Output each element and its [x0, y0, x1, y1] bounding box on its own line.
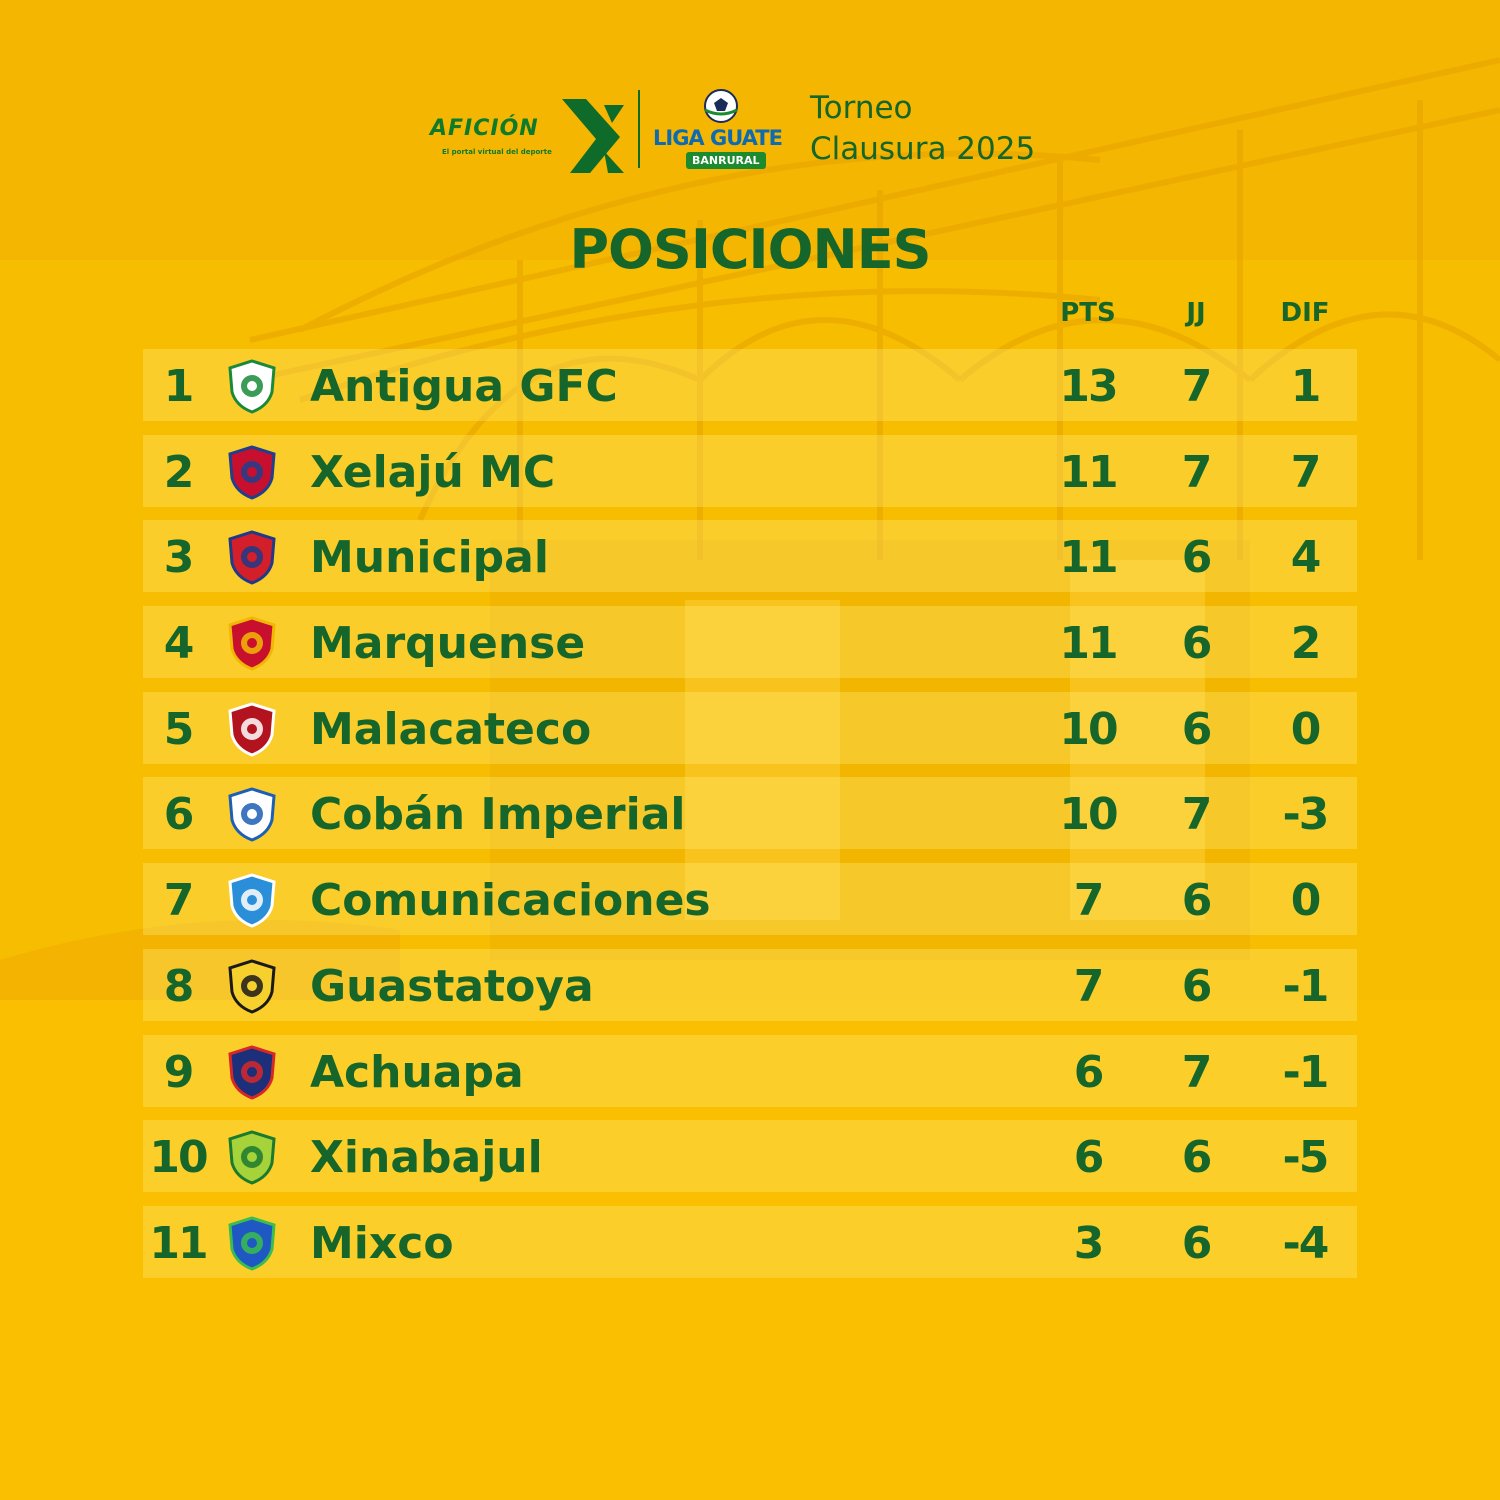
- games-played-value: 6: [1181, 1217, 1213, 1269]
- goal-difference-value: 2: [1290, 618, 1322, 670]
- position-number: 5: [163, 703, 195, 755]
- position-number: 4: [163, 618, 195, 670]
- position-number: 9: [163, 1046, 195, 1098]
- team-name: Achuapa: [310, 1046, 524, 1098]
- aficion-logo: AFICIÓN El portal virtual del deporte: [430, 92, 625, 173]
- table-row: 4 Marquense 11 6 2: [143, 606, 1357, 679]
- games-played-value: 6: [1181, 875, 1213, 927]
- aficion-logo-text: AFICIÓN: [430, 116, 539, 141]
- games-played-value: 6: [1181, 960, 1213, 1012]
- mixco-crest-icon: [226, 1215, 278, 1271]
- points-value: 11: [1059, 618, 1118, 670]
- games-played-value: 6: [1181, 618, 1213, 670]
- position-number: 2: [163, 446, 195, 498]
- table-row: 2 Xelajú MC 11 7 7: [143, 434, 1357, 507]
- column-header-dif: DIF: [1280, 298, 1330, 328]
- tournament-name: Torneo Clausura 2025: [810, 88, 1035, 170]
- table-row: 5 Malacateco 10 6 0: [143, 691, 1357, 764]
- team-name: Malacateco: [310, 703, 592, 755]
- aficion-x-icon: [562, 99, 624, 173]
- goal-difference-value: 0: [1290, 875, 1322, 927]
- points-value: 6: [1073, 1046, 1105, 1098]
- goal-difference-value: -3: [1282, 789, 1330, 841]
- team-name: Antigua GFC: [310, 361, 618, 412]
- points-value: 10: [1059, 703, 1118, 755]
- team-name: Guastatoya: [310, 960, 594, 1012]
- team-name: Comunicaciones: [310, 875, 711, 927]
- team-name: Xelajú MC: [310, 446, 556, 498]
- games-played-value: 6: [1181, 1132, 1213, 1184]
- position-number: 11: [149, 1217, 208, 1269]
- tournament-line-1: Torneo: [810, 90, 913, 126]
- games-played-value: 7: [1181, 1046, 1213, 1098]
- points-value: 7: [1073, 875, 1105, 927]
- standings-table: 1 Antigua GFC 13 7 1 2 Xelajú MC 11 7 7 3 Municipal…: [143, 349, 1357, 1292]
- liga-guate-text: LIGA GUATE: [653, 126, 783, 150]
- team-name: Xinabajul: [310, 1132, 543, 1184]
- points-value: 3: [1073, 1217, 1105, 1269]
- points-value: 10: [1059, 789, 1118, 841]
- comunicaciones-crest-icon: [226, 872, 278, 928]
- points-value: 7: [1073, 960, 1105, 1012]
- column-header-jj: JJ: [1186, 298, 1206, 328]
- table-row: 7 Comunicaciones 7 6 0: [143, 863, 1357, 936]
- goal-difference-value: -1: [1282, 960, 1330, 1012]
- header: AFICIÓN El portal virtual del deporte LI…: [425, 82, 1085, 177]
- points-value: 11: [1059, 446, 1118, 498]
- goal-difference-value: -5: [1282, 1132, 1330, 1184]
- team-name: Municipal: [310, 532, 549, 584]
- coban-crest-icon: [226, 786, 278, 843]
- position-number: 6: [163, 789, 195, 841]
- points-value: 13: [1059, 361, 1118, 412]
- points-value: 11: [1059, 532, 1118, 584]
- antigua-crest-icon: [226, 358, 278, 414]
- goal-difference-value: -4: [1282, 1217, 1330, 1269]
- banrural-badge: BANRURAL: [686, 152, 766, 169]
- games-played-value: 6: [1181, 703, 1213, 755]
- achuapa-crest-icon: [226, 1044, 278, 1100]
- xelaju-crest-icon: [226, 444, 278, 500]
- goal-difference-value: 0: [1290, 703, 1322, 755]
- position-number: 8: [163, 960, 195, 1012]
- liga-guate-logo: LIGA GUATE BANRURAL: [653, 88, 793, 174]
- position-number: 10: [149, 1132, 208, 1184]
- tournament-line-2: Clausura 2025: [810, 131, 1036, 167]
- games-played-value: 7: [1181, 446, 1213, 498]
- goal-difference-value: 7: [1290, 446, 1322, 498]
- position-number: 1: [163, 361, 195, 412]
- aficion-tagline: El portal virtual del deporte: [442, 148, 552, 156]
- games-played-value: 7: [1181, 789, 1213, 841]
- games-played-value: 6: [1181, 532, 1213, 584]
- table-row: 9 Achuapa 6 7 -1: [143, 1034, 1357, 1107]
- guastatoya-crest-icon: [226, 958, 278, 1014]
- table-row: 10 Xinabajul 6 6 -5: [143, 1120, 1357, 1193]
- points-value: 6: [1073, 1132, 1105, 1184]
- municipal-crest-icon: [226, 529, 278, 585]
- table-row: 11 Mixco 3 6 -4: [143, 1205, 1357, 1278]
- column-header-pts: PTS: [1060, 298, 1116, 328]
- malacateco-crest-icon: [226, 701, 278, 757]
- games-played-value: 7: [1181, 361, 1213, 412]
- table-row: 8 Guastatoya 7 6 -1: [143, 948, 1357, 1021]
- goal-difference-value: -1: [1282, 1046, 1330, 1098]
- position-number: 3: [163, 532, 195, 584]
- table-row: 3 Municipal 11 6 4: [143, 520, 1357, 593]
- soccer-ball-icon: [704, 89, 738, 123]
- header-divider: [638, 90, 640, 168]
- table-row: 6 Cobán Imperial 10 7 -3: [143, 777, 1357, 850]
- team-name: Marquense: [310, 618, 586, 670]
- marquense-crest-icon: [226, 615, 278, 671]
- xinabajul-crest-icon: [226, 1129, 278, 1185]
- table-row: 1 Antigua GFC 13 7 1: [143, 349, 1357, 421]
- goal-difference-value: 1: [1290, 361, 1322, 412]
- position-number: 7: [163, 875, 195, 927]
- team-name: Mixco: [310, 1217, 454, 1269]
- goal-difference-value: 4: [1290, 532, 1322, 584]
- team-name: Cobán Imperial: [310, 789, 686, 841]
- page-title: POSICIONES: [569, 218, 931, 281]
